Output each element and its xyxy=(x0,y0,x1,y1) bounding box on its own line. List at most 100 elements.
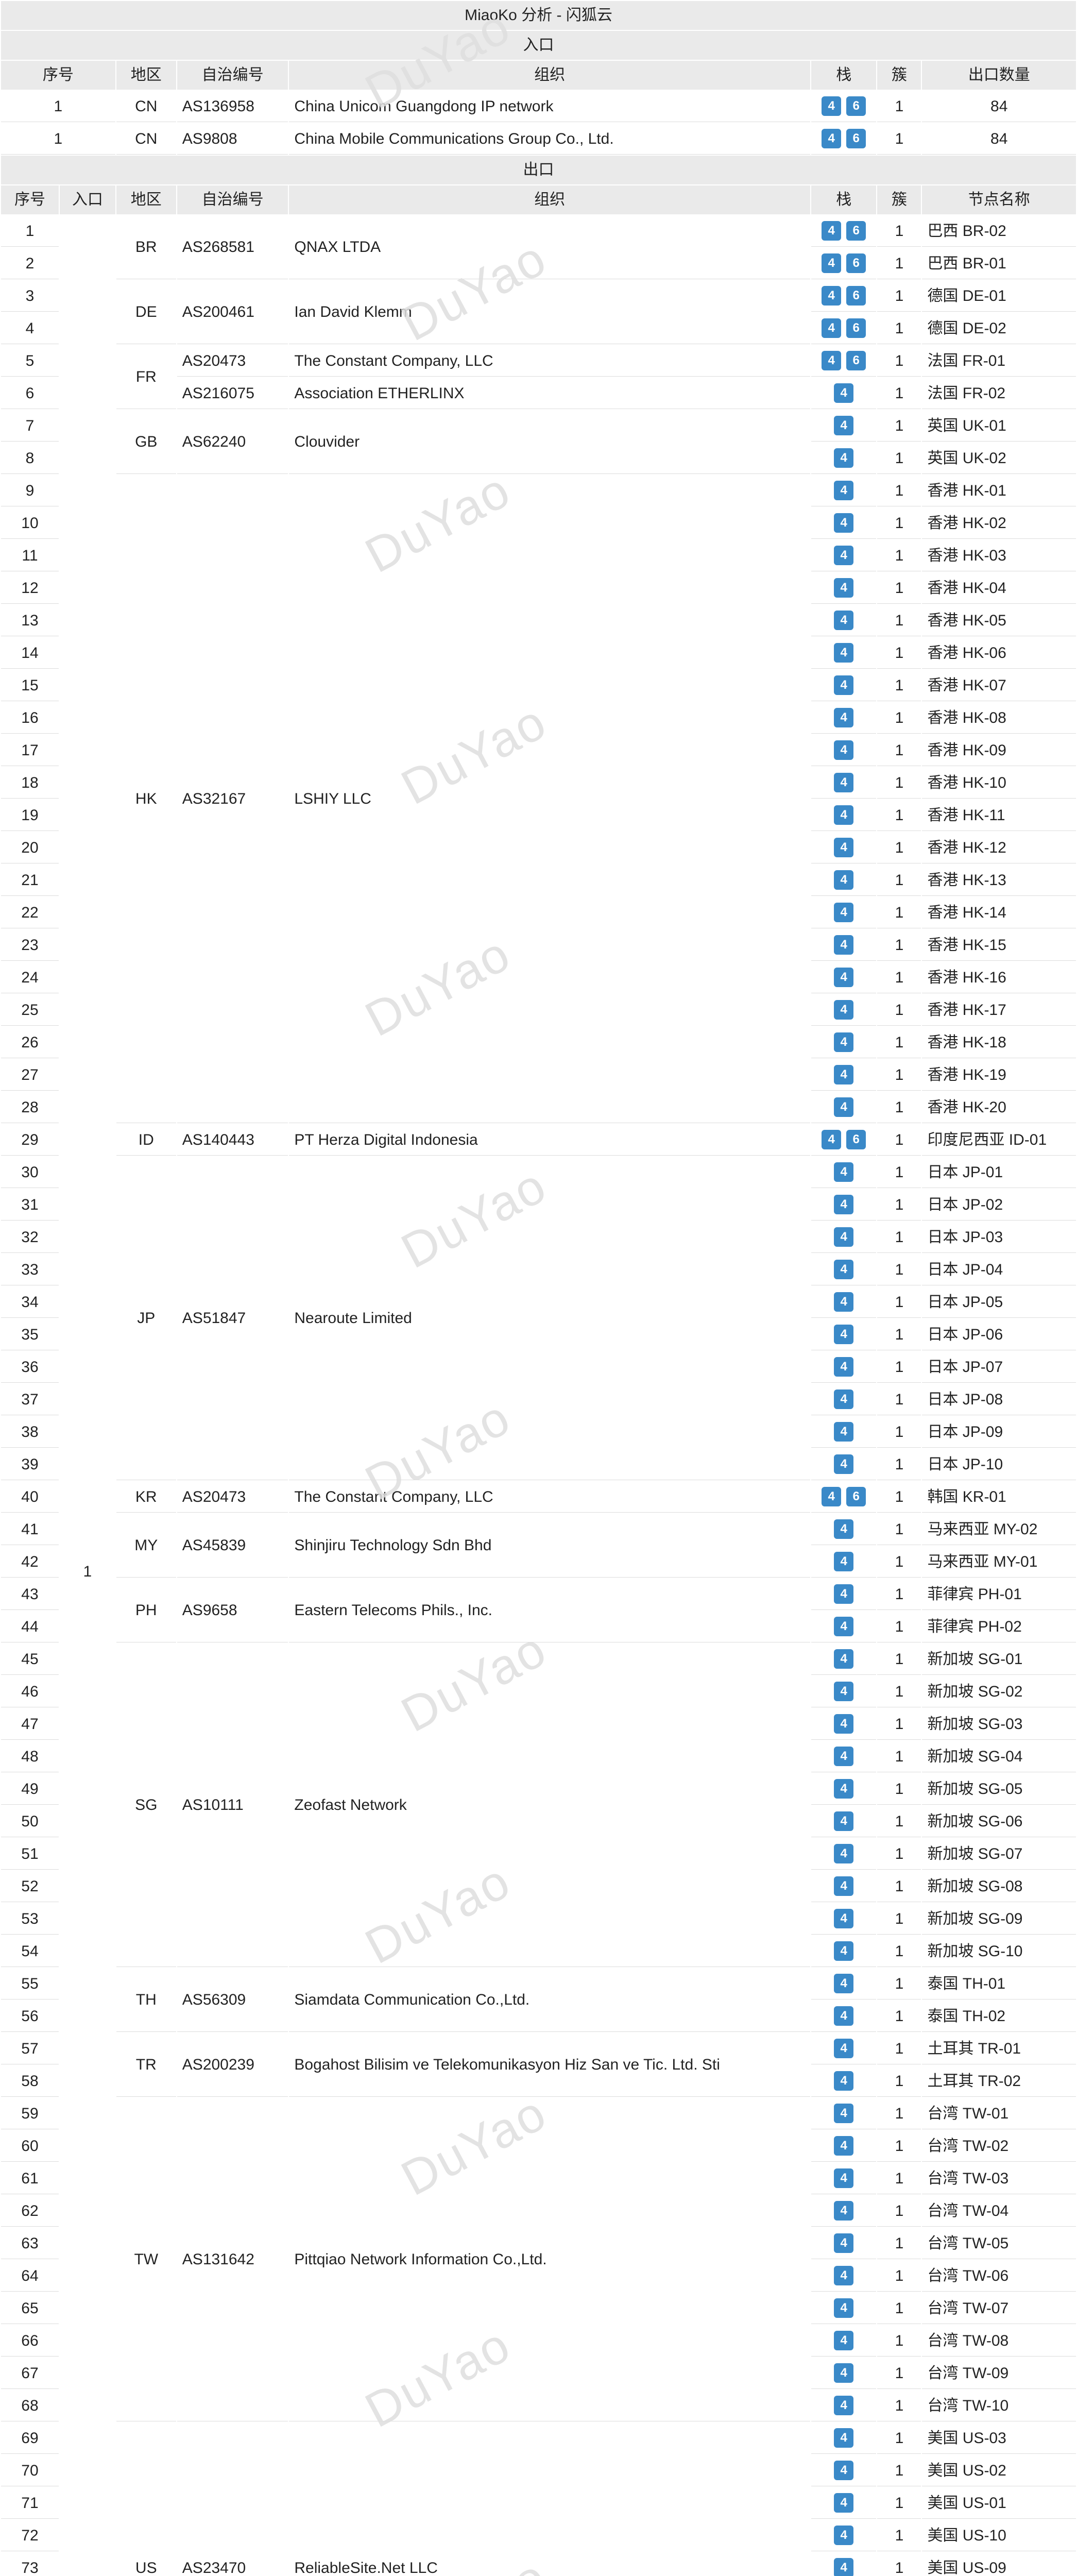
cluster-cell: 1 xyxy=(877,767,921,799)
region-cell: KR xyxy=(116,1481,176,1513)
stack-v4-badge: 4 xyxy=(834,1617,854,1636)
seq-cell: 45 xyxy=(1,1643,59,1675)
exit-row: 13 4 1 香港 HK-05 xyxy=(1,605,1076,636)
stack-v6-badge: 6 xyxy=(846,253,866,273)
stack-v4-badge: 4 xyxy=(834,2363,854,2383)
node-name-cell: 台湾 TW-07 xyxy=(922,2293,1076,2324)
stack-cell: 4 xyxy=(811,2098,877,2129)
entry-col-seq: 序号 xyxy=(1,61,115,90)
exit-row: 2 4 6 1 巴西 BR-01 xyxy=(1,248,1076,279)
exit-col-node-name: 节点名称 xyxy=(922,185,1076,214)
stack-cell: 4 xyxy=(811,2065,877,2097)
stack-cell: 4 xyxy=(811,443,877,474)
stack-v4-badge: 4 xyxy=(834,448,854,468)
node-name-cell: 韩国 KR-01 xyxy=(922,1481,1076,1513)
region-cell: BR xyxy=(116,215,176,279)
org-cell: LSHIY LLC xyxy=(289,475,811,1123)
seq-cell: 38 xyxy=(1,1416,59,1448)
exit-row: 5 FR AS20473 The Constant Company, LLC 4 6 1 法国… xyxy=(1,345,1076,409)
node-name-cell: 香港 HK-07 xyxy=(922,670,1076,701)
node-name-cell: 台湾 TW-09 xyxy=(922,2358,1076,2389)
cluster-cell: 1 xyxy=(877,929,921,961)
asn-cell: AS20473 xyxy=(177,345,288,377)
cluster-cell: 1 xyxy=(877,1676,921,1707)
exit-row: 34 4 1 日本 JP-05 xyxy=(1,1286,1076,1318)
stack-v4-badge: 4 xyxy=(822,318,842,338)
stack-cell: 4 xyxy=(811,2358,877,2389)
seq-cell: 1 xyxy=(1,215,59,247)
cluster-cell: 1 xyxy=(877,1838,921,1870)
cluster-cell: 1 xyxy=(877,1059,921,1091)
stack-v4-badge: 4 xyxy=(834,1260,854,1279)
stack-cell: 4 xyxy=(811,800,877,831)
seq-cell: 58 xyxy=(1,2065,59,2097)
cluster-cell: 1 xyxy=(877,1871,921,1902)
stack-v4-badge: 4 xyxy=(834,2298,854,2318)
exit-row: 3 DE AS200461 Ian David Klemm 4 6 1 德国 DE-01 xyxy=(1,280,1076,344)
cluster-cell: 1 xyxy=(877,1773,921,1805)
node-name-cell: 日本 JP-01 xyxy=(922,1157,1076,1188)
node-name-cell: 香港 HK-06 xyxy=(922,637,1076,669)
seq-cell: 46 xyxy=(1,1676,59,1707)
cluster-cell: 1 xyxy=(877,2163,921,2194)
node-name-cell: 美国 US-02 xyxy=(922,2455,1076,2486)
node-name-cell: 香港 HK-19 xyxy=(922,1059,1076,1091)
stack-cell: 4 xyxy=(811,2520,877,2551)
seq-cell: 31 xyxy=(1,1189,59,1221)
cluster-cell: 1 xyxy=(877,2195,921,2227)
seq-cell: 11 xyxy=(1,540,59,571)
node-name-cell: 菲律宾 PH-01 xyxy=(922,1579,1076,1610)
stack-cell: 4 xyxy=(811,1449,877,1480)
exit-row: 69 US AS23470 ReliableSite.Net LLC 4 1 美国 US-0… xyxy=(1,2422,1076,2576)
seq-cell: 20 xyxy=(1,832,59,863)
node-name-cell: 台湾 TW-03 xyxy=(922,2163,1076,2194)
region-cell: MY xyxy=(116,1514,176,1578)
node-name-cell: 日本 JP-03 xyxy=(922,1222,1076,1253)
stack-v4-badge: 4 xyxy=(834,1227,854,1247)
entry-col-org: 组织 xyxy=(289,61,811,90)
cluster-cell: 1 xyxy=(877,2552,921,2576)
exit-row: 16 4 1 香港 HK-08 xyxy=(1,702,1076,734)
exit-header-row: 序号 入口 地区 自治编号 组织 栈 簇 节点名称 xyxy=(1,185,1076,214)
exit-row: 31 4 1 日本 JP-02 xyxy=(1,1189,1076,1221)
entry-row: 1 CN AS9808 China Mobile Communications … xyxy=(1,123,1076,155)
stack-v4-badge: 4 xyxy=(834,1941,854,1961)
cluster-cell: 1 xyxy=(877,605,921,636)
stack-v4-badge: 4 xyxy=(834,2526,854,2545)
node-name-cell: 菲律宾 PH-02 xyxy=(922,1611,1076,1642)
exit-count-cell: 84 xyxy=(922,91,1076,122)
seq-cell: 25 xyxy=(1,994,59,1026)
node-name-cell: 台湾 TW-08 xyxy=(922,2325,1076,2357)
cluster-cell: 1 xyxy=(877,280,921,312)
exit-col-asn: 自治编号 xyxy=(177,185,288,214)
stack-v4-badge: 4 xyxy=(834,870,854,890)
stack-cell: 4 xyxy=(811,1806,877,1837)
stack-v4-badge: 4 xyxy=(834,1032,854,1052)
exit-row: 39 4 1 日本 JP-10 xyxy=(1,1449,1076,1480)
cluster-cell: 1 xyxy=(877,1968,921,1999)
stack-cell: 4 xyxy=(811,2552,877,2576)
page-title: MiaoKo 分析 - 闪狐云 xyxy=(1,1,1076,30)
stack-v4-badge: 4 xyxy=(834,481,854,500)
exit-row: 35 4 1 日本 JP-06 xyxy=(1,1319,1076,1350)
exit-row: 73 4 1 美国 US-09 xyxy=(1,2552,1076,2576)
node-name-cell: 香港 HK-18 xyxy=(922,1027,1076,1058)
cluster-cell: 1 xyxy=(877,1254,921,1285)
seq-cell: 71 xyxy=(1,2487,59,2519)
node-name-cell: 土耳其 TR-02 xyxy=(922,2065,1076,2097)
cluster-cell: 1 xyxy=(877,1416,921,1448)
stack-cell: 4 xyxy=(811,2228,877,2259)
cluster-cell: 1 xyxy=(877,1611,921,1642)
stack-v4-badge: 4 xyxy=(834,1000,854,1020)
cluster-cell: 1 xyxy=(877,2001,921,2032)
stack-v4-badge: 4 xyxy=(834,2266,854,2285)
cluster-cell: 1 xyxy=(877,2033,921,2064)
stack-cell: 4 xyxy=(811,378,877,409)
node-name-cell: 香港 HK-09 xyxy=(922,735,1076,766)
exit-row: 30 JP AS51847 Nearoute Limited 4 1 日本 JP-01 xyxy=(1,1157,1076,1480)
stack-v4-badge: 4 xyxy=(822,1130,842,1149)
seq-cell: 2 xyxy=(1,248,59,279)
node-name-cell: 法国 FR-01 xyxy=(922,345,1076,377)
cluster-cell: 1 xyxy=(877,735,921,766)
seq-cell: 32 xyxy=(1,1222,59,1253)
